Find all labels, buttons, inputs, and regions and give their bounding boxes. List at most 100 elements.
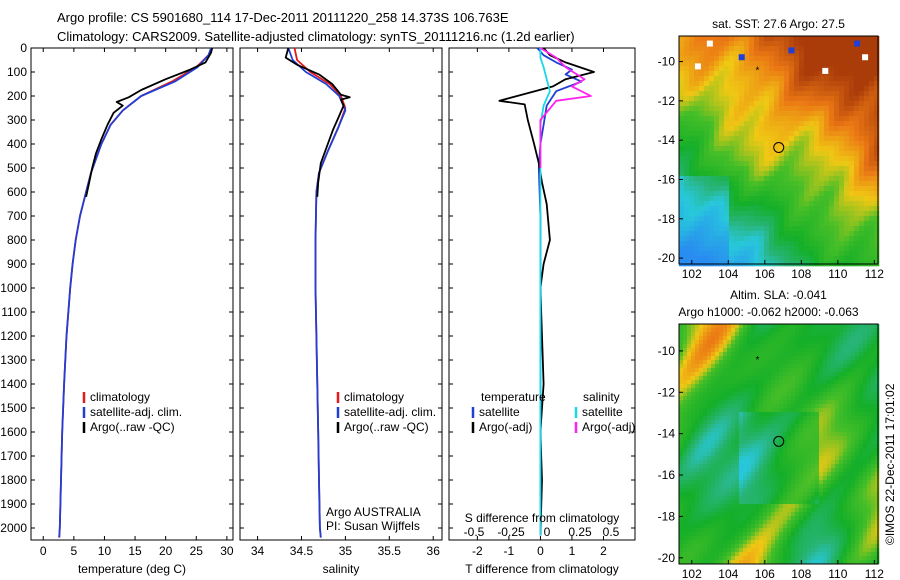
- sla-cell: [815, 428, 820, 433]
- sst-cell: [809, 211, 815, 217]
- sla-cell: [779, 332, 784, 337]
- sla-cell: [715, 508, 720, 513]
- sst-cell: [729, 151, 735, 157]
- sst-cell: [744, 131, 750, 137]
- sst-cell: [869, 61, 875, 67]
- sla-cell: [859, 380, 864, 385]
- sst-cell: [834, 156, 840, 162]
- sla-cell: [819, 424, 824, 429]
- sla-cell: [771, 400, 776, 405]
- sla-cell: [723, 412, 728, 417]
- sla-cell: [743, 440, 748, 445]
- sst-cell: [864, 136, 870, 142]
- sla-cell: [839, 356, 844, 361]
- sla-cell: [751, 544, 756, 549]
- sst-cell: [759, 66, 765, 72]
- sla-cell: [723, 432, 728, 437]
- sla-cell: [763, 380, 768, 385]
- sst-cell: [784, 231, 790, 237]
- sst-cell: [784, 76, 790, 82]
- sst-cell: [679, 211, 685, 217]
- x-tick-label: 5: [71, 544, 78, 558]
- sla-cell: [747, 376, 752, 381]
- sla-cell: [835, 544, 840, 549]
- sla-cell: [867, 480, 872, 485]
- sla-cell: [819, 448, 824, 453]
- sla-cell: [759, 436, 764, 441]
- sst-cell: [734, 96, 740, 102]
- sla-cell: [787, 332, 792, 337]
- sla-cell: [803, 512, 808, 517]
- sla-cell: [767, 536, 772, 541]
- sst-cell: [699, 121, 705, 127]
- sst-cell: [689, 136, 695, 142]
- sla-cell: [727, 492, 732, 497]
- sla-cell: [711, 364, 716, 369]
- sst-cell: [704, 121, 710, 127]
- sst-cell: [699, 81, 705, 87]
- sla-cell: [783, 424, 788, 429]
- sst-cell: [704, 86, 710, 92]
- sla-cell: [727, 528, 732, 533]
- sla-cell: [875, 396, 880, 401]
- sla-cell: [743, 464, 748, 469]
- sst-cell: [849, 236, 855, 242]
- sst-cell: [869, 216, 875, 222]
- sla-cell: [839, 336, 844, 341]
- sla-cell: [687, 408, 692, 413]
- sla-cell: [739, 528, 744, 533]
- sla-cell: [683, 392, 688, 397]
- sst-cell: [869, 196, 875, 202]
- sst-cell: [749, 146, 755, 152]
- sla-cell: [839, 396, 844, 401]
- sla-cell: [731, 384, 736, 389]
- sla-cell: [843, 456, 848, 461]
- sst-cell: [784, 236, 790, 242]
- sla-cell: [843, 416, 848, 421]
- sst-cell: [869, 231, 875, 237]
- sst-cell: [749, 41, 755, 47]
- sst-cell: [759, 166, 765, 172]
- sst-cell: [679, 61, 685, 67]
- sst-cell: [869, 181, 875, 187]
- sla-cell: [807, 384, 812, 389]
- sst-cell: [789, 216, 795, 222]
- float-position-marker: [773, 142, 785, 154]
- sla-cell: [735, 408, 740, 413]
- sst-cell: [704, 251, 710, 257]
- sla-cell: [771, 392, 776, 397]
- sst-cell: [834, 256, 840, 262]
- sla-cell: [711, 492, 716, 497]
- sst-cell: [809, 96, 815, 102]
- sla-cell: [683, 428, 688, 433]
- sst-cell: [854, 221, 860, 227]
- sst-cell: [769, 176, 775, 182]
- sla-cell: [867, 336, 872, 341]
- sla-cell: [759, 388, 764, 393]
- sla-cell: [743, 512, 748, 517]
- sla-cell: [867, 432, 872, 437]
- sla-cell: [707, 452, 712, 457]
- sla-cell: [863, 428, 868, 433]
- sst-cell: [824, 201, 830, 207]
- sst-cell: [784, 151, 790, 157]
- sla-cell: [691, 456, 696, 461]
- sla-cell: [843, 380, 848, 385]
- sla-cell: [831, 456, 836, 461]
- sla-cell: [735, 396, 740, 401]
- sla-cell: [723, 324, 728, 329]
- sla-cell: [819, 444, 824, 449]
- sst-cell: [799, 206, 805, 212]
- sla-cell: [791, 408, 796, 413]
- sla-cell: [687, 548, 692, 553]
- sla-cell: [695, 408, 700, 413]
- sst-cell: [839, 141, 845, 147]
- sla-cell: [871, 340, 876, 345]
- sst-cell: [719, 76, 725, 82]
- sla-cell: [703, 480, 708, 485]
- sla-cell: [775, 416, 780, 421]
- sla-cell: [863, 396, 868, 401]
- sst-cell: [859, 126, 865, 132]
- sst-cell: [694, 201, 700, 207]
- sla-cell: [719, 548, 724, 553]
